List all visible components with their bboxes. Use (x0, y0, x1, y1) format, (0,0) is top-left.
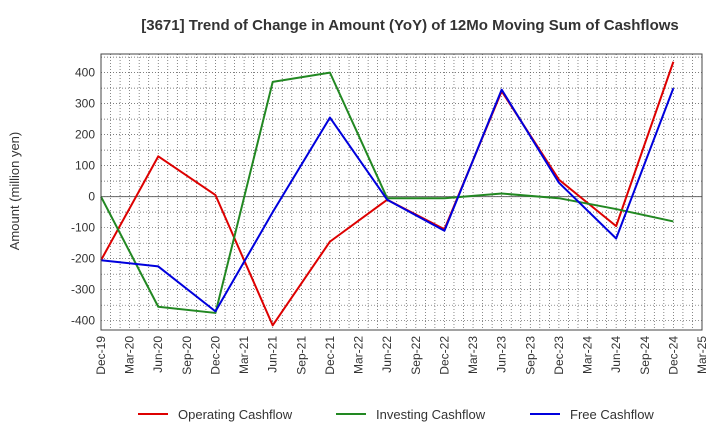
x-tick-label: Mar-22 (352, 336, 366, 374)
x-tick-label: Dec-19 (94, 336, 108, 375)
y-tick-label: -200 (71, 252, 95, 266)
x-tick-label: Sep-20 (180, 336, 194, 375)
series-lines (100, 61, 675, 327)
x-tick-label: Dec-24 (666, 336, 680, 375)
x-tick-label: Mar-23 (466, 336, 480, 374)
series-line-free-cashflow (100, 87, 675, 313)
x-tick-label: Sep-22 (409, 336, 423, 375)
x-tick-label: Mar-24 (581, 336, 595, 374)
y-tick-label: 0 (88, 190, 95, 204)
x-tick-label: Dec-20 (208, 336, 222, 375)
y-tick-label: 200 (75, 128, 95, 142)
x-tick-label: Sep-24 (638, 336, 652, 375)
x-tick-label: Mar-20 (123, 336, 137, 374)
y-tick-label: -100 (71, 221, 95, 235)
chart-title: [3671] Trend of Change in Amount (YoY) o… (141, 17, 679, 34)
y-tick-label: 100 (75, 159, 95, 173)
x-tick-label: Jun-20 (151, 336, 165, 373)
x-tick-label: Jun-23 (495, 336, 509, 373)
y-tick-label: -400 (71, 314, 95, 328)
plot-border (100, 53, 703, 331)
x-tick-label: Dec-21 (323, 336, 337, 375)
legend-label: Operating Cashflow (178, 407, 293, 422)
y-axis-label: Amount (million yen) (7, 132, 22, 251)
legend: Operating Cashflow Investing Cashflow Free… (138, 407, 654, 422)
x-tick-labels: Dec-19 Mar-20 Jun-20 Sep-20 Dec-20 Mar-21 Jun-… (94, 336, 709, 375)
grid-lines (100, 54, 703, 330)
x-tick-label: Jun-21 (266, 336, 280, 373)
x-tick-label: Sep-21 (294, 336, 308, 375)
legend-label: Free Cashflow (570, 407, 654, 422)
x-tick-label: Mar-25 (695, 336, 709, 374)
y-tick-label: -300 (71, 283, 95, 297)
plot-frame (100, 53, 703, 331)
x-tick-label: Jun-22 (380, 336, 394, 373)
legend-label: Investing Cashflow (376, 407, 486, 422)
x-tick-label: Jun-24 (609, 336, 623, 373)
y-tick-labels: 400 300 200 100 0 -100 -200 -300 -400 (71, 66, 95, 328)
x-tick-label: Mar-21 (237, 336, 251, 374)
x-tick-label: Sep-23 (523, 336, 537, 375)
y-tick-label: 300 (75, 97, 95, 111)
y-tick-label: 400 (75, 66, 95, 80)
x-tick-label: Dec-22 (437, 336, 451, 375)
x-tick-label: Dec-23 (552, 336, 566, 375)
